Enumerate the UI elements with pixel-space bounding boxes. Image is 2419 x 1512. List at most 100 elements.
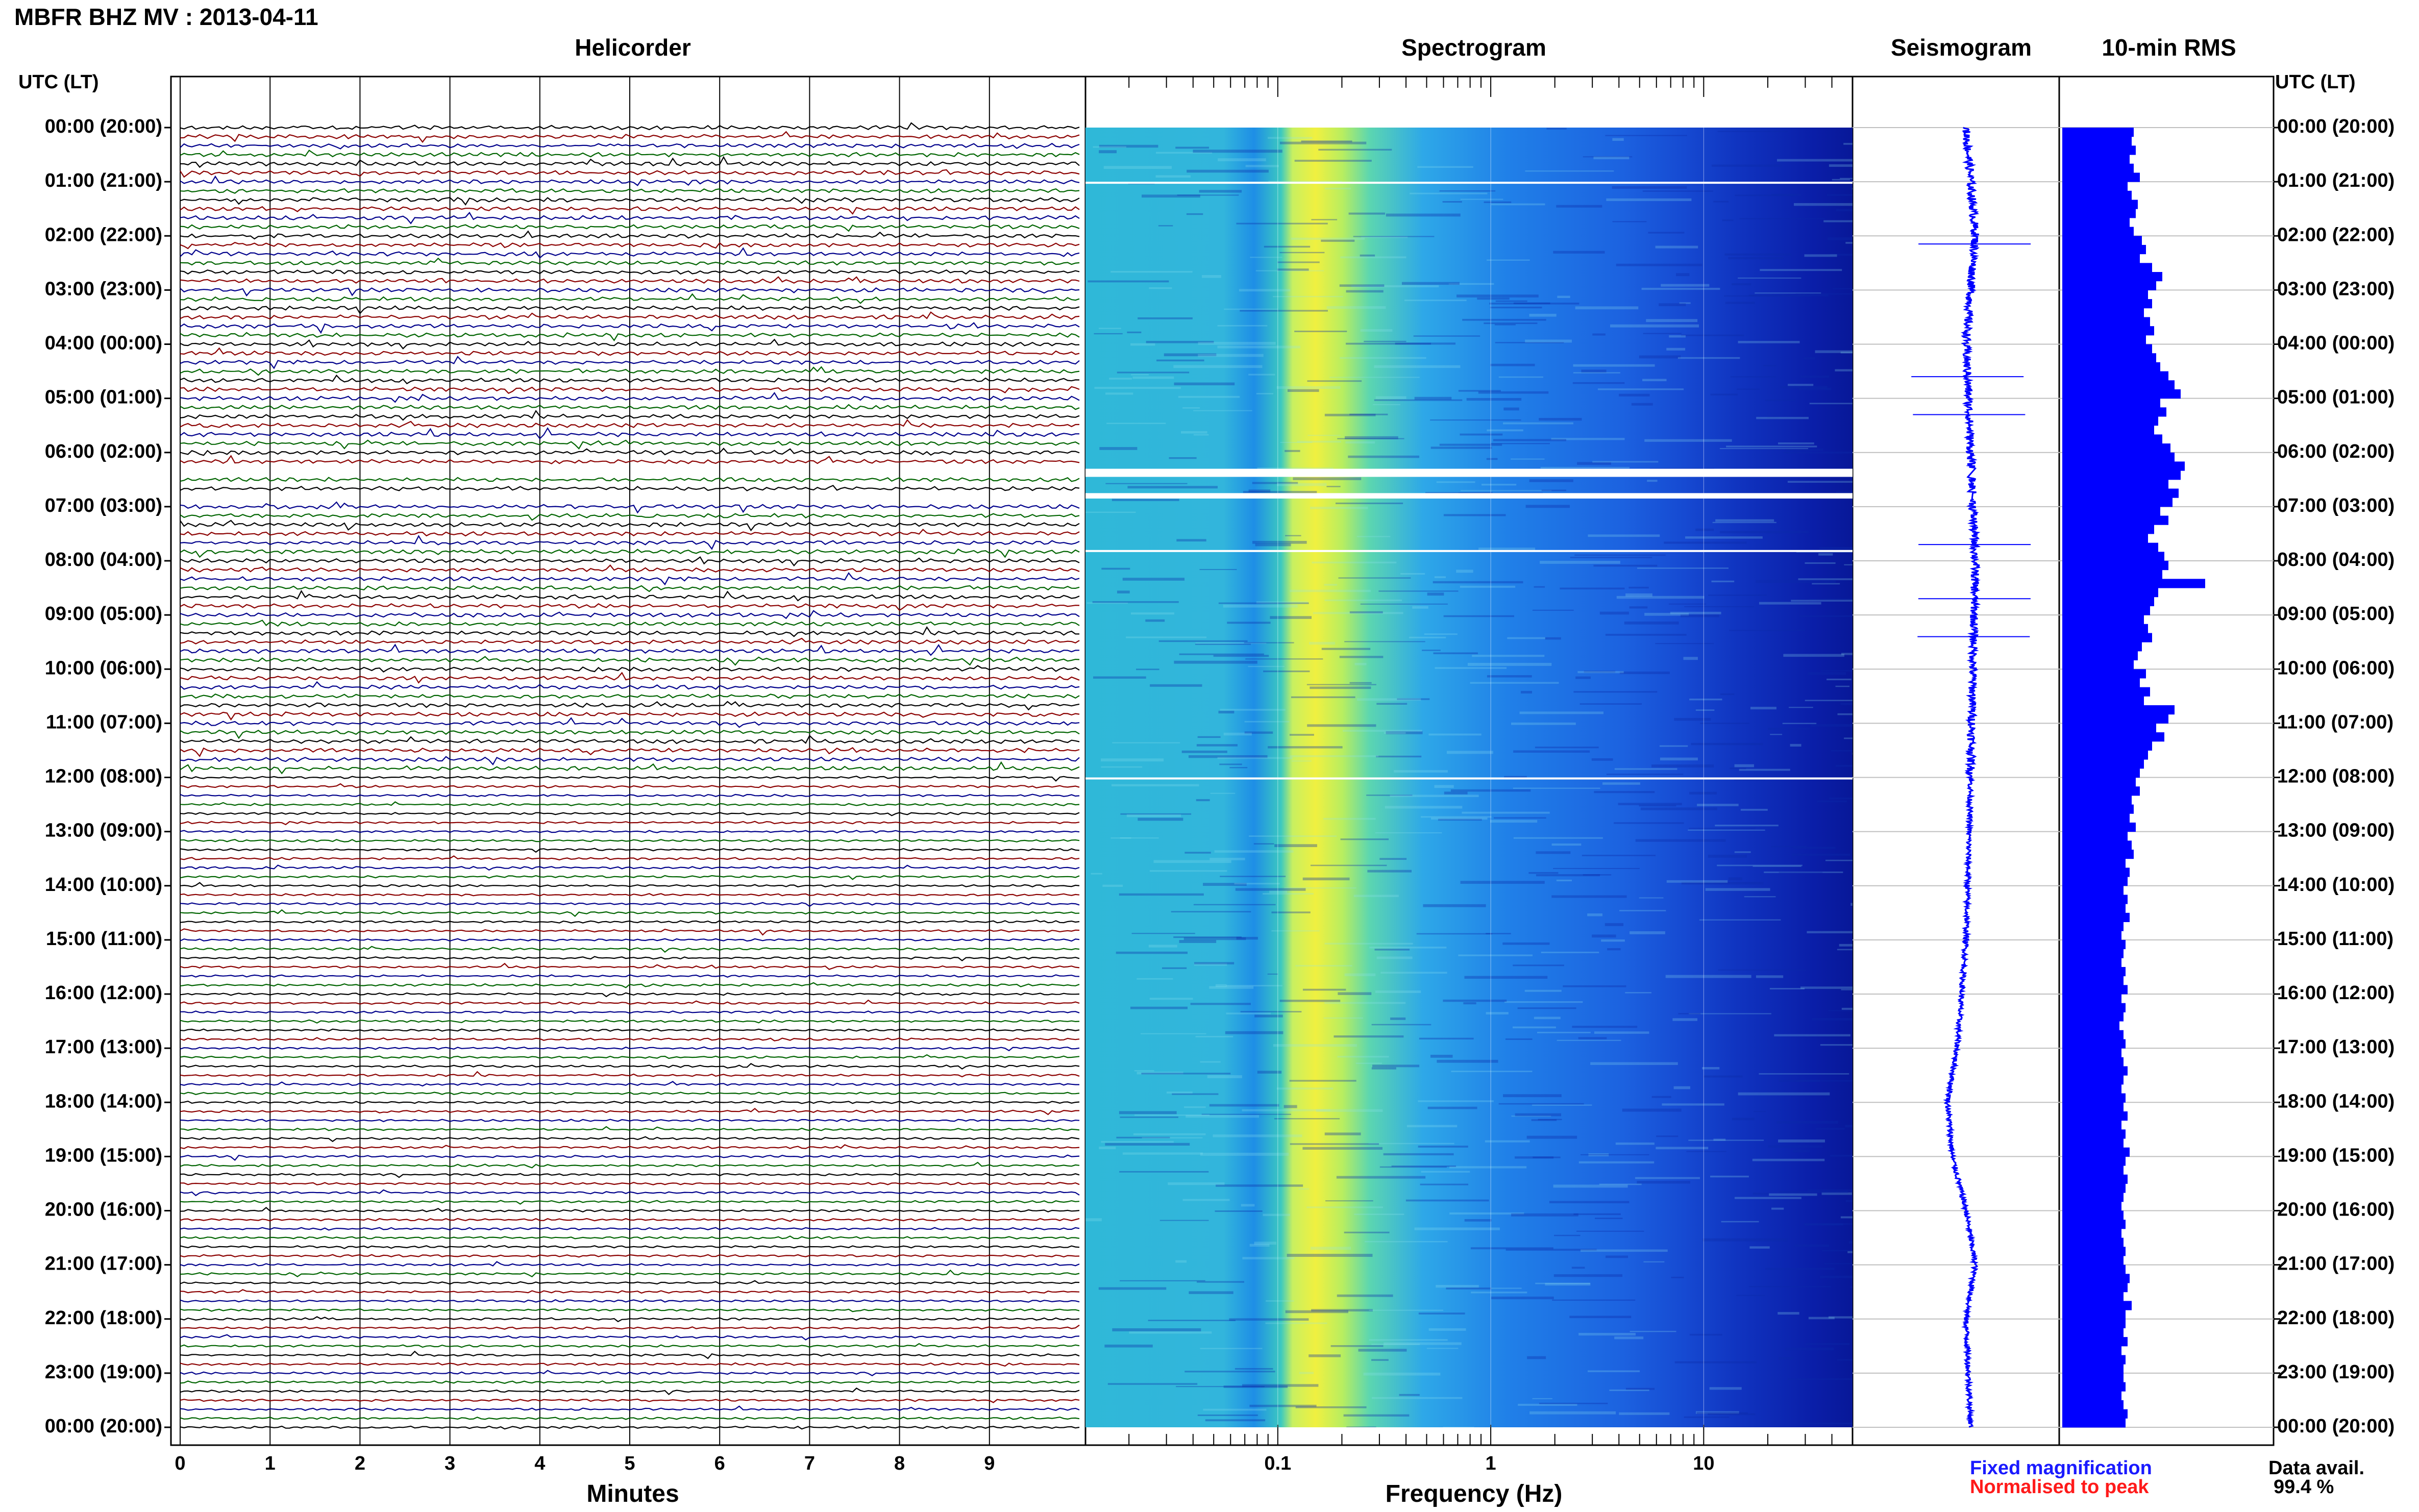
spectrogram-streak [1607, 948, 1621, 951]
helicorder-trace [180, 386, 1080, 394]
spectrogram-streak [1214, 850, 1294, 853]
spectrogram-streak [1293, 477, 1362, 480]
spectrogram-streak [1799, 615, 1853, 617]
spectrogram-streak [1085, 1218, 1102, 1222]
helicorder-trace [180, 855, 1080, 861]
helicorder-trace [180, 1235, 1080, 1240]
spectrogram-streak [1768, 728, 1810, 730]
spectrogram-streak [1274, 844, 1317, 848]
spectrogram-streak [1210, 792, 1236, 794]
spectrogram-streak [1490, 1287, 1522, 1289]
helicorder-trace [180, 131, 1080, 143]
rms-bar [2062, 461, 2185, 471]
spectrogram-streak [1498, 1103, 1584, 1105]
spectrogram-streak [1356, 536, 1391, 537]
rms-bar [2062, 1409, 2128, 1419]
spectrogram-streak [1368, 1143, 1454, 1145]
spectrogram-streak [1197, 736, 1221, 738]
rms-bar [2062, 1247, 2126, 1256]
spectrogram-streak [1424, 633, 1458, 635]
spectrogram-streak [1578, 1037, 1607, 1039]
spectrogram-streak [1093, 146, 1126, 148]
spectrogram-streak [1599, 611, 1629, 615]
spectrogram-streak [1343, 1414, 1410, 1417]
spectrogram-streak [1678, 1013, 1701, 1014]
spectrogram-streak [1532, 1104, 1592, 1106]
spectrogram-streak [1708, 594, 1767, 596]
rms-bar [2062, 1292, 2124, 1301]
spectrogram-streak [1299, 1372, 1314, 1374]
spectrogram-streak [1340, 838, 1389, 840]
helicorder-trace [180, 801, 1080, 806]
spectrogram-streak [1186, 1115, 1259, 1118]
spectrogram-streak [1472, 655, 1545, 657]
spectrogram-streak [1207, 1075, 1242, 1078]
spectrogram-streak [1277, 483, 1327, 486]
spectrogram-streak [1793, 1150, 1810, 1153]
spectrogram-streak [1770, 734, 1783, 735]
spectrogram-streak [1159, 1220, 1209, 1221]
spectrogram-streak [1348, 455, 1420, 458]
spectrogram-streak [1841, 1007, 1853, 1010]
spectrogram-streak [1695, 709, 1715, 711]
spectrogram-streak [1711, 580, 1735, 583]
spectrogram-streak [1354, 662, 1367, 665]
spectrogram-streak [1130, 612, 1175, 615]
helicorder-trace [180, 374, 1080, 385]
spectrogram-streak [1348, 212, 1386, 215]
spectrogram-streak [1248, 665, 1285, 667]
spectrogram-streak [1832, 179, 1850, 181]
helicorder-trace [180, 734, 1080, 745]
spectrogram-streak [1826, 194, 1853, 196]
rms-bar [2062, 786, 2140, 796]
helicorder-trace [180, 156, 1080, 168]
spectrogram-streak [1274, 1118, 1340, 1120]
spectrogram-streak [1491, 1296, 1554, 1300]
helicorder-trace [180, 747, 1080, 757]
spectrogram-streak [1490, 306, 1542, 309]
rms-bar [2062, 533, 2148, 543]
utc-label-left: UTC (LT) [18, 71, 99, 93]
spectrogram-streak [1227, 622, 1271, 624]
spectrogram-streak [1371, 1024, 1431, 1026]
spectrogram-streak [1513, 787, 1600, 789]
spectrogram-streak [1460, 199, 1503, 200]
spectrogram-streak [1511, 458, 1545, 460]
rms-bar [2062, 281, 2156, 290]
spectrogram-streak [1659, 303, 1686, 306]
spectrogram-streak [1168, 1182, 1225, 1185]
spectrogram-streak [1380, 972, 1447, 974]
helicorder-trace [180, 206, 1080, 215]
rms-bar [2062, 425, 2154, 435]
spectrogram-streak [1537, 1031, 1591, 1033]
spectrogram-streak [1648, 232, 1685, 234]
spectrogram-streak [1105, 483, 1188, 484]
spectrogram-streak [1808, 1317, 1835, 1320]
spectrogram-streak [1804, 254, 1837, 257]
spectrogram-streak [1271, 911, 1311, 913]
spectrogram-streak [1184, 1106, 1206, 1108]
helicorder-trace [180, 519, 1080, 532]
spectrogram-streak [1783, 452, 1853, 454]
spectrogram-streak [1162, 967, 1187, 969]
time-tick-right: 21:00 (17:00) [2277, 1253, 2395, 1275]
rms-bar [2062, 759, 2144, 769]
frequency-tick-label: 0.1 [1264, 1453, 1291, 1474]
spectrogram-streak [1460, 585, 1516, 588]
rms-bar [2062, 877, 2128, 886]
spectrogram-streak [1511, 1116, 1551, 1117]
spectrogram-streak [1271, 930, 1320, 932]
spectrogram-streak [1679, 302, 1691, 304]
spectrogram-streak [1788, 1378, 1853, 1380]
spectrogram-streak [1619, 393, 1650, 396]
rms-bar [2062, 597, 2154, 606]
helicorder-trace [180, 122, 1080, 131]
spectrogram-streak [1590, 1062, 1678, 1065]
spectrogram-streak [1738, 1092, 1830, 1096]
data-availability-label: Data avail. [2268, 1457, 2364, 1479]
helicorder-trace [180, 794, 1080, 798]
spectrogram-streak [1490, 363, 1535, 366]
spectrogram-streak [1249, 1244, 1270, 1247]
spectrogram-streak [1268, 137, 1313, 139]
spectrogram-streak [1688, 1139, 1764, 1141]
